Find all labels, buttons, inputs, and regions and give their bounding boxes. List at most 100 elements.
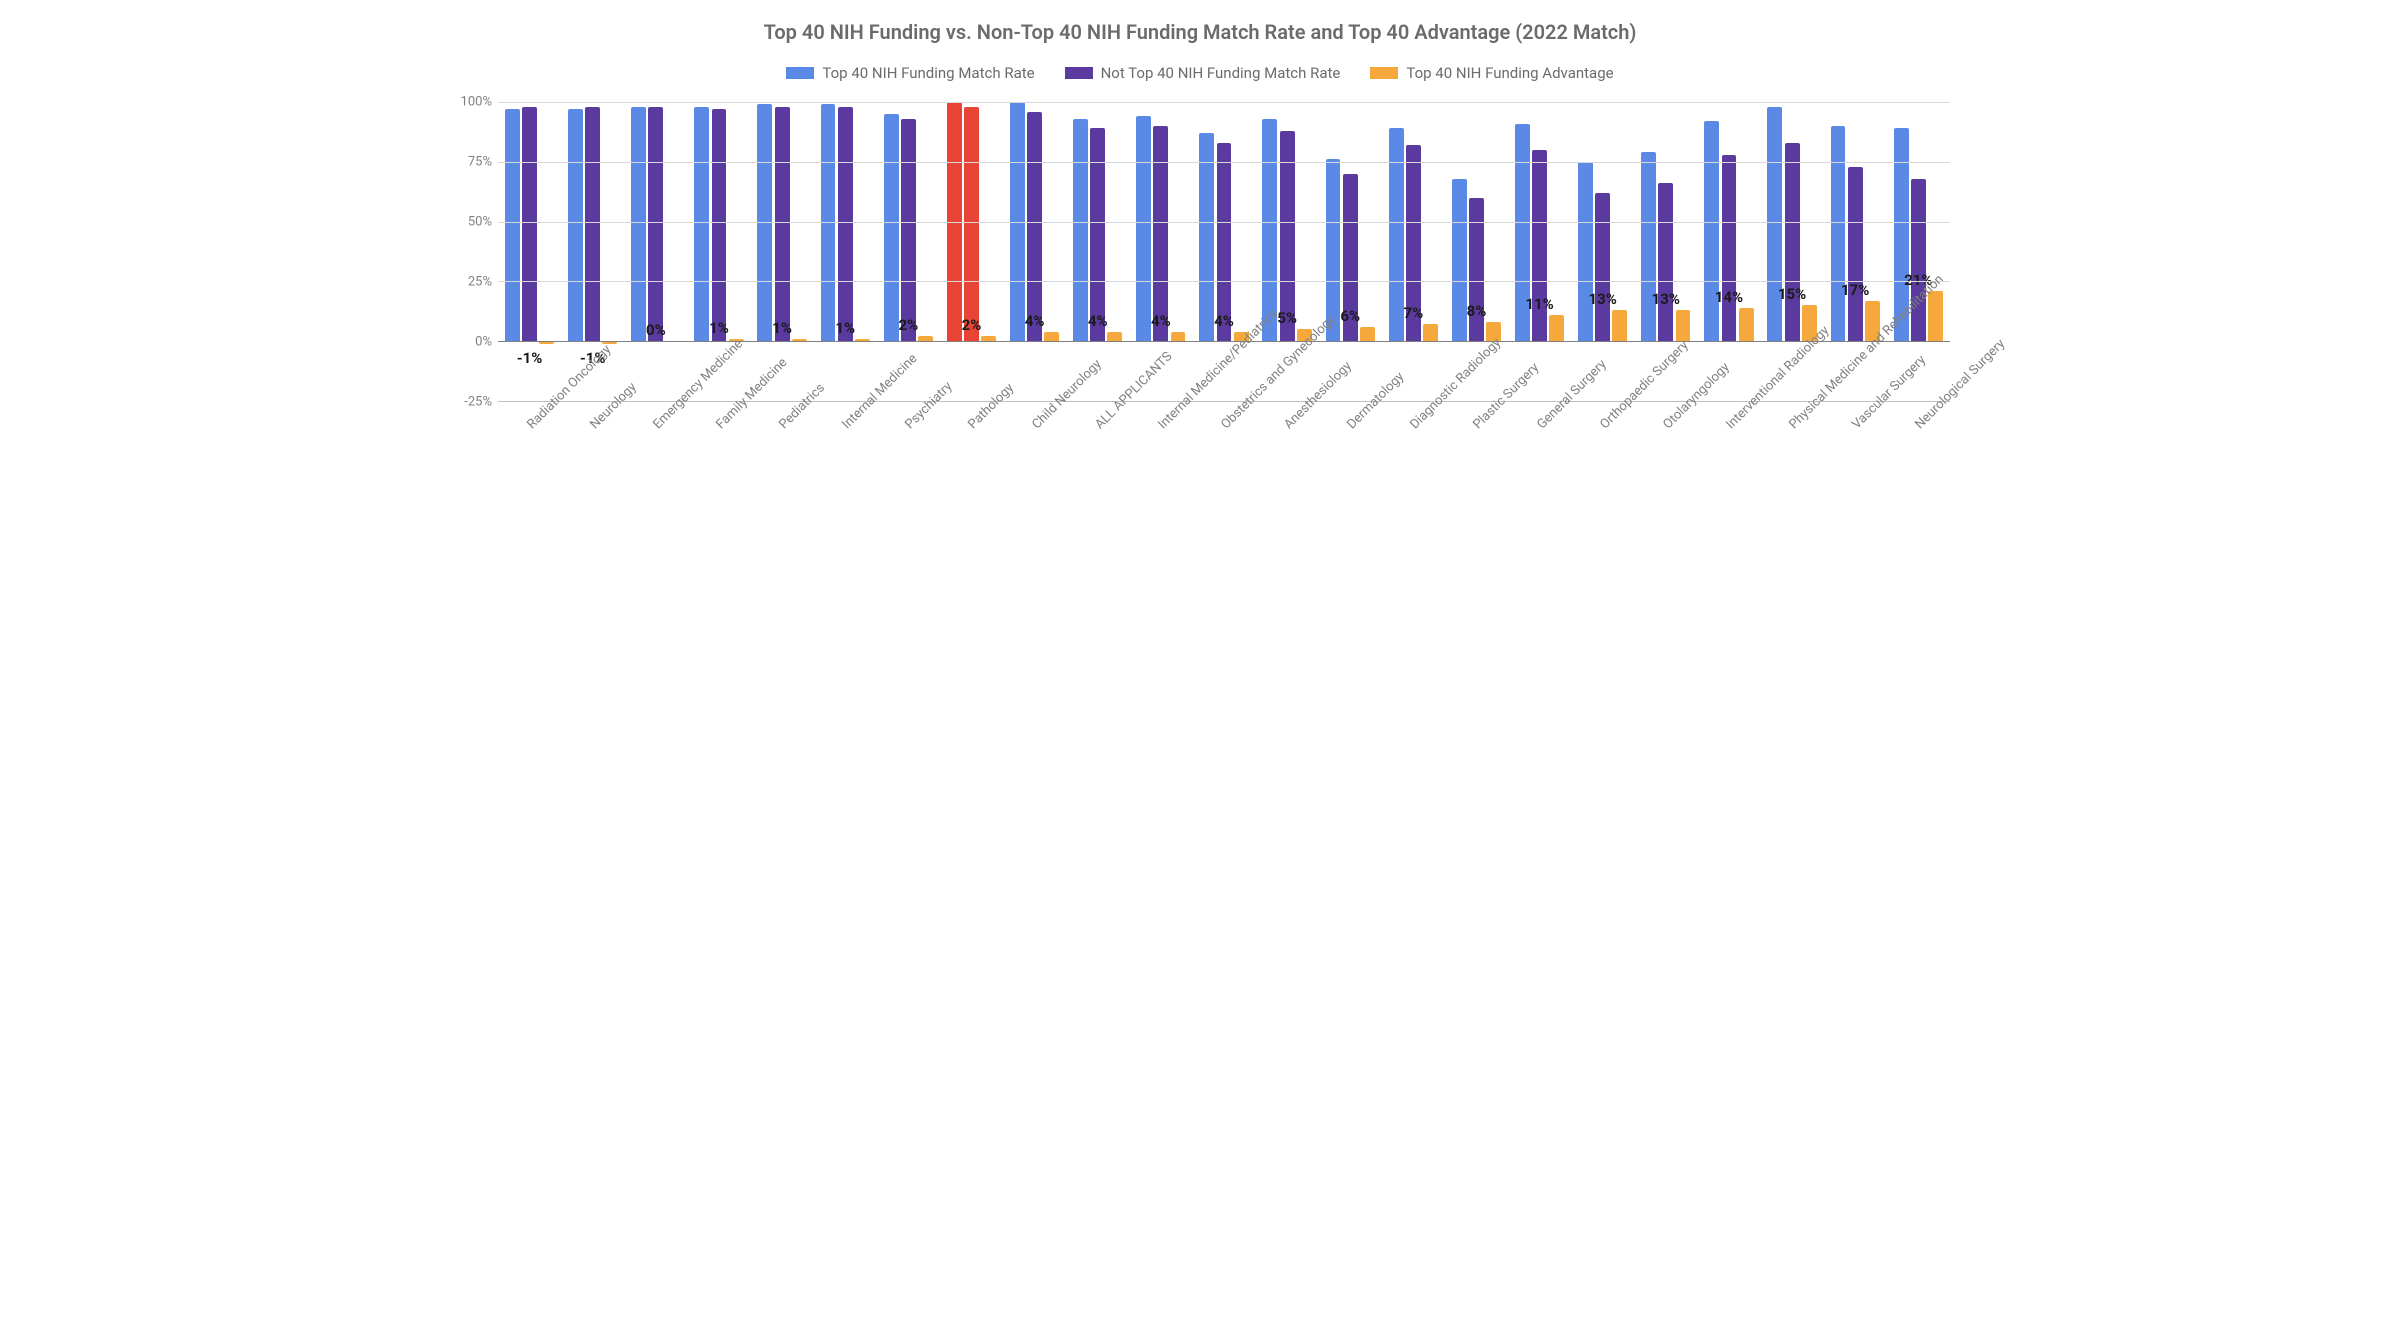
- bar-advantage: [1422, 102, 1438, 401]
- bar-not_top40: [963, 102, 979, 401]
- bar-not_top40: [1090, 102, 1106, 401]
- gridline: [498, 102, 1950, 103]
- legend-swatch: [1065, 67, 1093, 79]
- x-label-cell: Internal Medicine: [814, 410, 877, 580]
- bar-not_top40: [774, 102, 790, 401]
- bar-group: 1%: [814, 102, 877, 401]
- bar-fill: [1090, 128, 1105, 341]
- bar-fill: [1658, 183, 1673, 341]
- bar-group: 0%: [624, 102, 687, 401]
- bar-group: 13%: [1571, 102, 1634, 401]
- x-label-cell: Family Medicine: [687, 410, 750, 580]
- x-label-cell: Child Neurology: [1003, 410, 1066, 580]
- zero-line: [498, 341, 1950, 342]
- bar-fill: [1911, 179, 1926, 342]
- bar-top40: [1325, 102, 1341, 401]
- bar-group: -1%: [498, 102, 561, 401]
- x-label-cell: Vascular Surgery: [1824, 410, 1887, 580]
- x-label-cell: ALL APPLICANTS: [1066, 410, 1129, 580]
- advantage-value-label: 14%: [1715, 288, 1743, 306]
- legend-item: Top 40 NIH Funding Advantage: [1370, 64, 1613, 82]
- bar-fill: [838, 107, 853, 341]
- bar-top40: [883, 102, 899, 401]
- bar-top40: [1767, 102, 1783, 401]
- legend-item: Not Top 40 NIH Funding Match Rate: [1065, 64, 1341, 82]
- advantage-value-label: 15%: [1778, 285, 1806, 303]
- legend-label: Not Top 40 NIH Funding Match Rate: [1101, 64, 1341, 82]
- advantage-value-label: 1%: [835, 319, 855, 337]
- bar-fill: [505, 109, 520, 341]
- bar-fill: [1785, 143, 1800, 342]
- bar-fill: [1044, 332, 1059, 342]
- advantage-value-label: 1%: [772, 319, 792, 337]
- bar-fill: [648, 107, 663, 341]
- x-label-cell: Interventional Radiology: [1697, 410, 1760, 580]
- bar-advantage: [1107, 102, 1123, 401]
- bars: [946, 102, 997, 401]
- bar-advantage: [854, 102, 870, 401]
- bar-fill: [1171, 332, 1186, 342]
- bar-not_top40: [1531, 102, 1547, 401]
- advantage-value-label: 6%: [1340, 307, 1360, 325]
- advantage-value-label: 8%: [1467, 302, 1487, 320]
- bar-not_top40: [837, 102, 853, 401]
- chart-container: Top 40 NIH Funding vs. Non-Top 40 NIH Fu…: [450, 20, 1950, 580]
- x-label-cell: Pathology: [940, 410, 1003, 580]
- y-axis: -25%0%25%50%75%100%: [450, 102, 498, 402]
- bar-fill: [568, 109, 583, 341]
- gridline: [498, 222, 1950, 223]
- bar-fill: [1389, 128, 1404, 341]
- bar-advantage: [1612, 102, 1628, 401]
- x-label-cell: Pediatrics: [751, 410, 814, 580]
- advantage-value-label: 11%: [1525, 295, 1553, 313]
- bars: [1325, 102, 1376, 401]
- bar-fill: [1722, 155, 1737, 342]
- x-axis-labels: Radiation OncologyNeurologyEmergency Med…: [498, 410, 1950, 580]
- x-label-cell: Anesthesiology: [1256, 410, 1319, 580]
- bar-not_top40: [648, 102, 664, 401]
- bars: [1514, 102, 1565, 401]
- gridline: [498, 281, 1950, 282]
- bar-group: 2%: [940, 102, 1003, 401]
- bar-top40: [1072, 102, 1088, 401]
- x-label-cell: Neurology: [561, 410, 624, 580]
- bar-fill: [757, 104, 772, 341]
- bar-top40: [1577, 102, 1593, 401]
- bar-group: 6%: [1319, 102, 1382, 401]
- bar-fill: [1199, 133, 1214, 341]
- bars: [1388, 102, 1439, 401]
- bar-top40: [1262, 102, 1278, 401]
- bars: [1577, 102, 1628, 401]
- bar-not_top40: [1342, 102, 1358, 401]
- bar-fill: [1848, 167, 1863, 342]
- bars: [1009, 102, 1060, 401]
- bar-advantage: [1044, 102, 1060, 401]
- bar-top40: [1009, 102, 1025, 401]
- bar-group: 11%: [1508, 102, 1571, 401]
- bar-fill: [1423, 324, 1438, 341]
- y-tick-label: 25%: [468, 275, 492, 290]
- bar-fill: [712, 109, 727, 341]
- bar-not_top40: [1405, 102, 1421, 401]
- bar-fill: [1153, 126, 1168, 341]
- bar-fill: [1452, 179, 1467, 342]
- bar-advantage: [917, 102, 933, 401]
- bar-not_top40: [1721, 102, 1737, 401]
- bar-fill: [964, 107, 979, 341]
- x-label-cell: Physical Medicine and Rehabilitation: [1761, 410, 1824, 580]
- advantage-value-label: 7%: [1403, 304, 1423, 322]
- plot-wrap: -25%0%25%50%75%100% -1%-1%0%1%1%1%2%2%4%…: [450, 102, 1950, 402]
- advantage-value-label: 4%: [1214, 312, 1234, 330]
- legend-swatch: [786, 67, 814, 79]
- bar-fill: [1360, 327, 1375, 341]
- bar-fill: [1027, 112, 1042, 342]
- x-label-cell: General Surgery: [1508, 410, 1571, 580]
- bar-not_top40: [1026, 102, 1042, 401]
- bar-fill: [1641, 152, 1656, 341]
- gridline: [498, 162, 1950, 163]
- bar-advantage: [1359, 102, 1375, 401]
- bars: [820, 102, 871, 401]
- advantage-value-label: 17%: [1841, 281, 1869, 299]
- bars: [1072, 102, 1123, 401]
- x-label-cell: Emergency Medicine: [624, 410, 687, 580]
